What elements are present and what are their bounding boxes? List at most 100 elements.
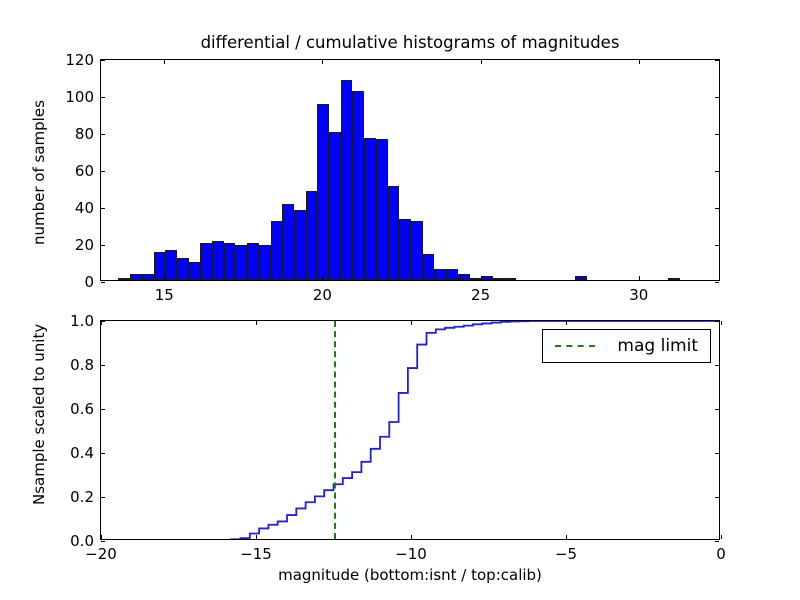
top-yticklabel-0: 0 (84, 273, 94, 291)
top-xtick-20 (322, 276, 324, 280)
top-yticklabel-100: 100 (65, 88, 94, 106)
histogram-bar (258, 244, 271, 280)
top-xticklabel-25: 25 (471, 286, 491, 304)
histogram-bar (668, 278, 681, 280)
top-yticklabel-40: 40 (74, 199, 94, 217)
bottom-yticklabel-1: 1.0 (70, 312, 94, 330)
top-xtick-top-15 (164, 60, 166, 64)
histogram-bar (457, 274, 470, 280)
bottom-xtick-top--5 (566, 321, 567, 325)
bottom-xticklabel--15: −15 (240, 545, 272, 563)
bottom-ytick-0.4 (101, 453, 105, 454)
top-ytick-right-0 (715, 282, 719, 283)
top-xticklabel-30: 30 (629, 286, 649, 304)
bottom-ytick-0.2 (101, 497, 105, 498)
top-ytick-right-100 (715, 97, 719, 98)
bottom-yticklabel-0.8: 0.8 (70, 356, 94, 374)
histogram-bar (153, 252, 166, 280)
differential-histogram-plot (101, 60, 719, 280)
top-xtick-top-30 (638, 60, 640, 64)
cumulative-curve (230, 321, 719, 539)
bottom-yticklabel-0: 0.0 (70, 532, 94, 550)
bottom-ytick-right-0 (715, 541, 719, 542)
bottom-xtick-top--20 (101, 321, 102, 325)
histogram-bar (212, 241, 224, 280)
bottom-xtick--5 (566, 535, 567, 539)
top-yticklabel-60: 60 (74, 162, 94, 180)
top-ylabel: number of samples (30, 100, 48, 245)
bottom-ytick-right-0.2 (715, 497, 719, 498)
bottom-xtick-0 (721, 535, 722, 539)
bottom-ytick-right-0.4 (715, 453, 719, 454)
top-ytick-120 (101, 60, 105, 61)
histogram-bar (141, 274, 154, 280)
bottom-yticklabel-0.4: 0.4 (70, 444, 94, 462)
bottom-ylabel: Nsample scaled to unity (30, 323, 48, 505)
bottom-xticklabel--10: −10 (395, 545, 427, 563)
histogram-bar (504, 278, 517, 280)
histogram-bar (176, 257, 189, 280)
bottom-yticklabel-0.6: 0.6 (70, 400, 94, 418)
bottom-ytick-0 (101, 541, 105, 542)
bottom-xtick-top-0 (721, 321, 722, 325)
bottom-xtick--10 (411, 535, 412, 539)
histogram-bar (352, 91, 365, 280)
top-yticklabel-20: 20 (74, 236, 94, 254)
top-ytick-20 (101, 245, 105, 246)
mag-limit-line (333, 321, 336, 539)
bottom-xtick--20 (101, 535, 102, 539)
histogram-bar (375, 139, 388, 280)
histogram-bar (364, 137, 376, 280)
bottom-ytick-0.6 (101, 409, 105, 410)
axes-cumulative-histogram: 0.0 0.2 0.4 0.6 0.8 1.0 −20 −15 −10 −5 0 mag limit (70, 312, 726, 563)
histogram-bar (411, 220, 423, 280)
histogram-bar (422, 254, 435, 280)
dashed-line-icon (555, 345, 596, 347)
top-xtick-30 (638, 276, 640, 280)
figure-title: differential / cumulative histograms of … (200, 33, 620, 52)
histogram-bar (340, 80, 353, 280)
histogram-bar (492, 278, 505, 280)
top-yticklabel-120: 120 (65, 51, 94, 69)
histogram-bar (434, 268, 447, 280)
bottom-ytick-0.8 (101, 365, 105, 366)
histogram-bar (223, 243, 236, 280)
bottom-xtick--15 (256, 535, 257, 539)
bottom-ytick-right-0.6 (715, 409, 719, 410)
bottom-xtick-top--15 (256, 321, 257, 325)
top-ytick-right-40 (715, 208, 719, 209)
bottom-ytick-right-0.8 (715, 365, 719, 366)
histogram-bar (446, 268, 458, 280)
cumulative-histogram-plot (101, 321, 719, 539)
histogram-bar (469, 278, 482, 280)
histogram-bar (481, 276, 493, 280)
top-ytick-40 (101, 208, 105, 209)
bottom-xlabel: magnitude (bottom:isnt / top:calib) (278, 566, 542, 584)
histogram-bar (247, 243, 259, 280)
histogram-bar (293, 209, 306, 280)
histogram-bar (118, 278, 131, 280)
top-ytick-80 (101, 134, 105, 135)
top-ytick-right-80 (715, 134, 719, 135)
histogram-bar (387, 185, 400, 280)
histogram-bar (130, 274, 142, 280)
histogram-bar (399, 218, 411, 280)
bottom-xticklabel--20: −20 (85, 545, 117, 563)
top-xtick-25 (480, 276, 482, 280)
bottom-ytick-right-1 (715, 321, 719, 322)
bottom-xticklabel-0: 0 (716, 545, 726, 563)
legend-box[interactable]: mag limit (542, 329, 711, 363)
top-ytick-right-20 (715, 245, 719, 246)
histogram-bar (329, 132, 341, 280)
histogram-bar (282, 204, 294, 280)
axes-differential-histogram: 0 20 40 60 80 100 120 15 20 25 30 (65, 51, 720, 304)
bottom-yticklabel-0.2: 0.2 (70, 488, 94, 506)
top-ytick-0 (101, 282, 105, 283)
bottom-ytick-1 (101, 321, 105, 322)
histogram-bar (317, 104, 330, 280)
top-ytick-right-120 (715, 60, 719, 61)
top-xticklabel-20: 20 (312, 286, 332, 304)
top-ytick-60 (101, 171, 105, 172)
bottom-xtick-top--10 (411, 321, 412, 325)
